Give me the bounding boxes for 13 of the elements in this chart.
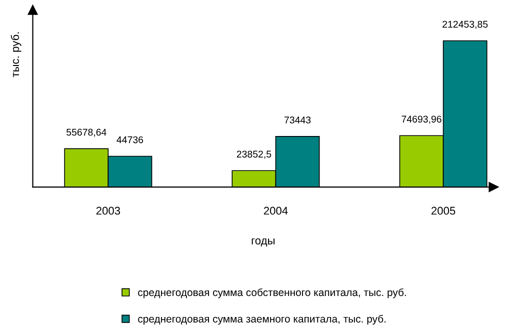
legend-label: среднегодовая сумма собственного капитала, тыс. руб.	[138, 288, 406, 298]
data-label: 212453,85	[442, 20, 488, 29]
x-axis-title: годы	[252, 238, 274, 247]
legend-label: среднегодовая сумма заемного капитала, тыс. руб.	[138, 314, 386, 325]
data-label: 23852,5	[236, 150, 272, 159]
y-axis-title: тыс. руб.	[10, 32, 22, 78]
data-label: 74693,96	[402, 116, 442, 124]
data-label: 44736	[116, 136, 144, 144]
x-tick-label: 2005	[432, 206, 456, 215]
data-label: 55678,64	[66, 128, 106, 137]
data-label: 73443	[284, 116, 311, 124]
x-tick-label: 2004	[264, 206, 288, 215]
x-tick-label: 2003	[96, 206, 120, 215]
